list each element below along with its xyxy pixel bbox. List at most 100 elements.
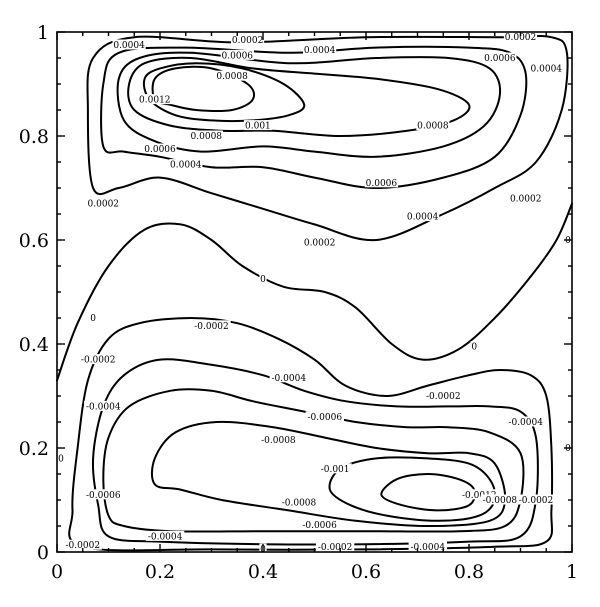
contour-label: 0.0008 bbox=[189, 130, 223, 142]
contour-label-background bbox=[89, 312, 97, 323]
contour-label-text: 0.0002 bbox=[505, 33, 537, 43]
x-tick-label: 0.4 bbox=[248, 561, 278, 583]
contour-label-background bbox=[112, 39, 146, 50]
contour-label-background bbox=[364, 177, 398, 188]
contour-label-background bbox=[231, 34, 265, 45]
contour-label: 0.0012 bbox=[138, 94, 172, 106]
contour-line bbox=[151, 65, 256, 112]
contour-label-text: -0.0012 bbox=[462, 491, 497, 501]
contour-label: 0.0004 bbox=[169, 159, 203, 171]
contour-label-background bbox=[138, 94, 172, 105]
contour-label-text: -0.0006 bbox=[308, 413, 343, 423]
contour-label-background bbox=[192, 320, 231, 331]
contour-label-background bbox=[279, 497, 319, 508]
contour-label-text: 0 bbox=[565, 444, 571, 454]
contour-label-text: 0.0008 bbox=[191, 132, 223, 142]
contour-label: -0.0004 bbox=[269, 372, 308, 384]
contour-label-background bbox=[259, 434, 298, 445]
contour-label-background bbox=[509, 192, 543, 203]
x-tick-label: 0.2 bbox=[145, 561, 175, 583]
y-tick-label: 0.2 bbox=[19, 438, 49, 460]
contour-label: -0.0002 bbox=[79, 354, 118, 366]
contour-label-text: -0.0008 bbox=[261, 436, 296, 446]
contour-label-text: 0.0006 bbox=[366, 179, 398, 189]
contour-label-text: 0 bbox=[565, 236, 571, 246]
contour-line bbox=[328, 456, 497, 522]
contour-label-text: 0.0008 bbox=[417, 122, 449, 132]
contour-label: 0.0004 bbox=[112, 39, 146, 51]
contour-label: -0.0006 bbox=[300, 519, 339, 531]
contour-label-text: 0.0012 bbox=[139, 96, 171, 106]
contour-label: -0.0004 bbox=[408, 541, 447, 553]
x-axis-tick-labels: 0 0.2 0.4 0.6 0.8 1 bbox=[51, 561, 578, 583]
contour-label-background bbox=[516, 494, 556, 505]
contour-label-text: 0 bbox=[471, 343, 477, 353]
contour-label: 0.0004 bbox=[529, 62, 563, 74]
contour-label-text: -0.0004 bbox=[411, 543, 446, 553]
x-tick-label: 1 bbox=[566, 561, 578, 583]
contour-label-background bbox=[84, 400, 123, 411]
y-tick-label: 0.6 bbox=[19, 230, 49, 252]
contour-label-text: 0.0002 bbox=[304, 239, 336, 249]
contour-label: 0.0002 bbox=[86, 198, 120, 210]
contour-label-background bbox=[303, 44, 337, 55]
x-tick-label: 0.8 bbox=[454, 561, 484, 583]
contour-label-background bbox=[470, 341, 478, 352]
contour-label-text: -0.0002 bbox=[519, 496, 554, 506]
contour-label: 0.0002 bbox=[231, 34, 265, 46]
contour-label-text: -0.0004 bbox=[272, 374, 307, 384]
axis-ticks bbox=[56, 31, 573, 553]
contour-label: 0 bbox=[89, 312, 97, 324]
contour-label-text: -0.0006 bbox=[302, 521, 337, 531]
contour-label: 0 bbox=[259, 273, 267, 285]
contour-label-background bbox=[189, 130, 223, 141]
contour-line bbox=[150, 420, 507, 527]
contour-label-text: 0.0004 bbox=[531, 64, 563, 74]
contour-label: -0.0004 bbox=[84, 400, 123, 412]
contour-label-text: -0.0002 bbox=[194, 322, 229, 332]
contour-label-background bbox=[243, 120, 272, 131]
contour-label: 0.0004 bbox=[406, 211, 440, 223]
contour-label: 0.0004 bbox=[303, 44, 337, 56]
contour-label-text: 0.0004 bbox=[304, 46, 336, 56]
contour-label: -0.0012 bbox=[460, 489, 499, 501]
contour-label-background bbox=[259, 273, 267, 284]
contour-label: -0.0008 bbox=[480, 494, 520, 506]
contour-label-background bbox=[406, 211, 440, 222]
contour-label: 0.0002 bbox=[503, 31, 538, 43]
contour-label-background bbox=[86, 198, 120, 209]
contour-label-background bbox=[63, 539, 102, 550]
contour-label-text: -0.0002 bbox=[66, 541, 101, 551]
contour-label-text: 0.0004 bbox=[170, 161, 202, 171]
contour-label-text: -0.0008 bbox=[483, 496, 518, 506]
contour-label-text: 0.0006 bbox=[144, 145, 176, 155]
contour-label-background bbox=[220, 49, 254, 60]
contour-label-text: -0.0002 bbox=[318, 543, 353, 553]
contour-label-text: 0.0002 bbox=[88, 200, 120, 210]
contour-label-background bbox=[169, 159, 203, 170]
contour-label-background bbox=[416, 120, 450, 131]
contour-label-text: 0.0006 bbox=[484, 54, 516, 64]
contour-line bbox=[56, 202, 573, 382]
contour-label: -0.0006 bbox=[84, 489, 123, 501]
contour-label-background bbox=[79, 354, 118, 365]
x-tick-label: 0.6 bbox=[351, 561, 381, 583]
contour-label-background bbox=[424, 390, 463, 401]
contour-label-text: 0.0004 bbox=[113, 41, 145, 51]
contour-label: -0.0008 bbox=[259, 434, 298, 446]
contour-label-text: 0.001 bbox=[245, 122, 271, 132]
contour-line bbox=[127, 56, 471, 137]
contour-label-background bbox=[300, 519, 339, 530]
contour-label-background bbox=[480, 494, 520, 505]
contour-label-text: 0.0004 bbox=[407, 213, 439, 223]
contour-label-background bbox=[503, 31, 538, 42]
contour-label-text: 0.0008 bbox=[216, 72, 248, 82]
contour-label-background bbox=[318, 463, 352, 474]
contour-label-text: -0.0002 bbox=[81, 356, 116, 366]
contour-label-background bbox=[305, 411, 344, 422]
contour-label-text: 0 bbox=[260, 275, 266, 285]
contour-label-background bbox=[84, 489, 123, 500]
contour-label-background bbox=[506, 416, 545, 427]
contour-label: 0.0008 bbox=[215, 70, 249, 82]
